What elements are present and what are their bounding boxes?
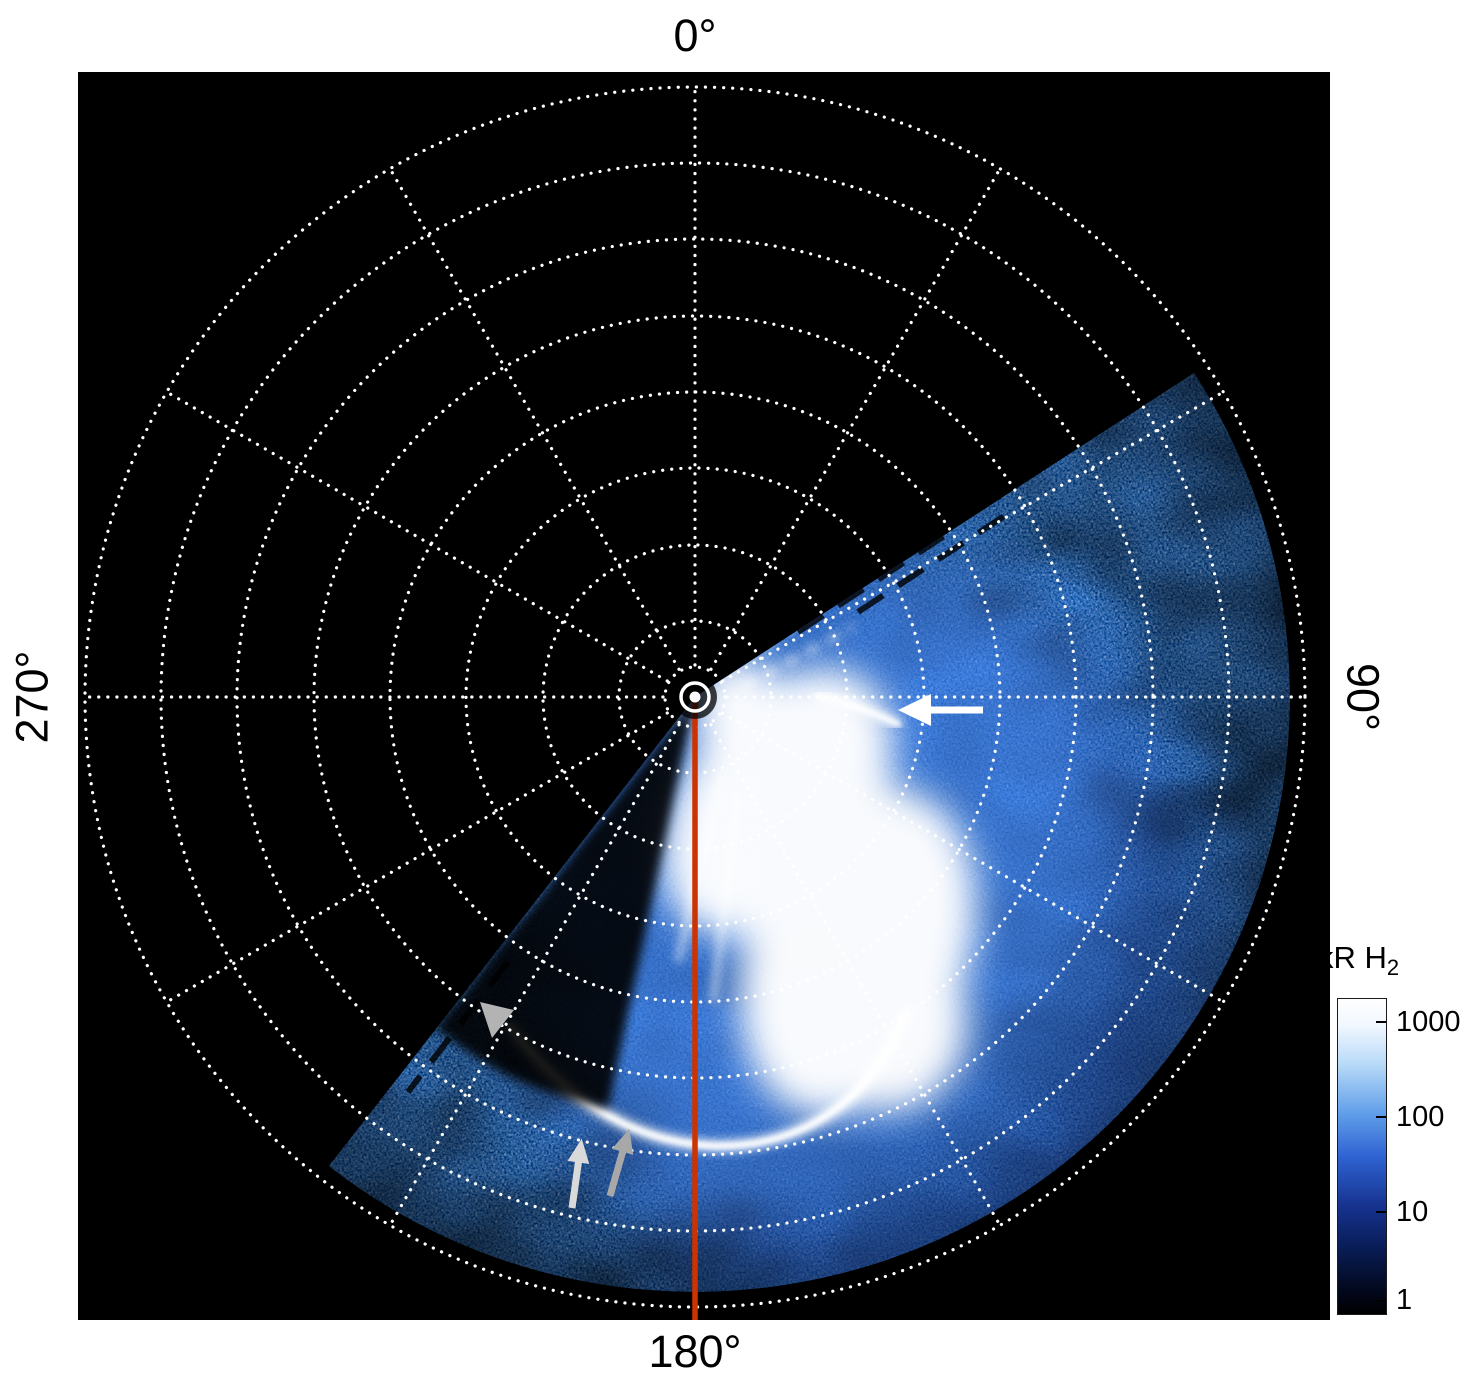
- colorbar-tick-mark: [1376, 1300, 1386, 1302]
- colorbar: [1337, 998, 1387, 1315]
- gray-arrow-b: [606, 1128, 634, 1197]
- white-arrow: [898, 694, 983, 726]
- plot-area: [78, 72, 1330, 1320]
- grid-ring-outer: [83, 85, 1307, 1309]
- pole-marker-dot: [689, 691, 701, 703]
- colorbar-tick-mark: [1376, 1116, 1386, 1118]
- pole-marker-ring: [679, 681, 711, 713]
- dark-wedge: [436, 697, 695, 1108]
- polar-arc-segment-core: [814, 693, 901, 727]
- colorbar-label-sub: 2: [1386, 955, 1400, 981]
- colorbar-tick-1: 1: [1396, 1284, 1413, 1316]
- angle-label-90: 90°: [1337, 662, 1389, 732]
- colorbar-label-text: kR H: [1318, 940, 1387, 975]
- colorbar-tick-10: 10: [1396, 1196, 1429, 1228]
- grid-radial-120: [721, 711, 1225, 1004]
- gray-arrowhead: [480, 1002, 514, 1038]
- angle-label-0: 0°: [673, 10, 717, 61]
- grid-ring: [312, 314, 1078, 1080]
- gray-arrow-b-head: [612, 1128, 634, 1155]
- gray-arrow-a-head: [567, 1138, 590, 1164]
- angle-label-270: 270°: [6, 650, 58, 744]
- colorbar-tick-1000: 1000: [1396, 1006, 1461, 1038]
- gray-arrow-a-shaft: [568, 1157, 583, 1209]
- angle-label-180: 180°: [648, 1326, 742, 1377]
- gray-arrow-b-shaft: [606, 1146, 628, 1197]
- grid-radial-60: [721, 390, 1225, 683]
- pole-marker: [673, 675, 717, 719]
- grid-radial-300: [165, 390, 669, 683]
- grid-radial-330: [388, 167, 681, 671]
- edge-jagged-streaks: [405, 504, 1020, 1094]
- grid-radial-30: [709, 167, 1002, 671]
- aurora-bright-blob: [661, 657, 977, 1117]
- grid-radial-240: [165, 711, 669, 1004]
- grid-radial-150: [709, 723, 1002, 1227]
- grid-ring: [464, 466, 926, 928]
- colorbar-tick-mark: [1376, 1021, 1386, 1023]
- colorbar-label: kR H2: [1318, 940, 1399, 981]
- white-arrow-head: [898, 694, 931, 726]
- polar-plot: [83, 85, 1307, 1320]
- colorbar-tick-mark: [1376, 1211, 1386, 1213]
- gray-arrow-a: [567, 1138, 590, 1209]
- grid-radial-210: [388, 723, 681, 1227]
- colorbar-tick-100: 100: [1396, 1101, 1445, 1133]
